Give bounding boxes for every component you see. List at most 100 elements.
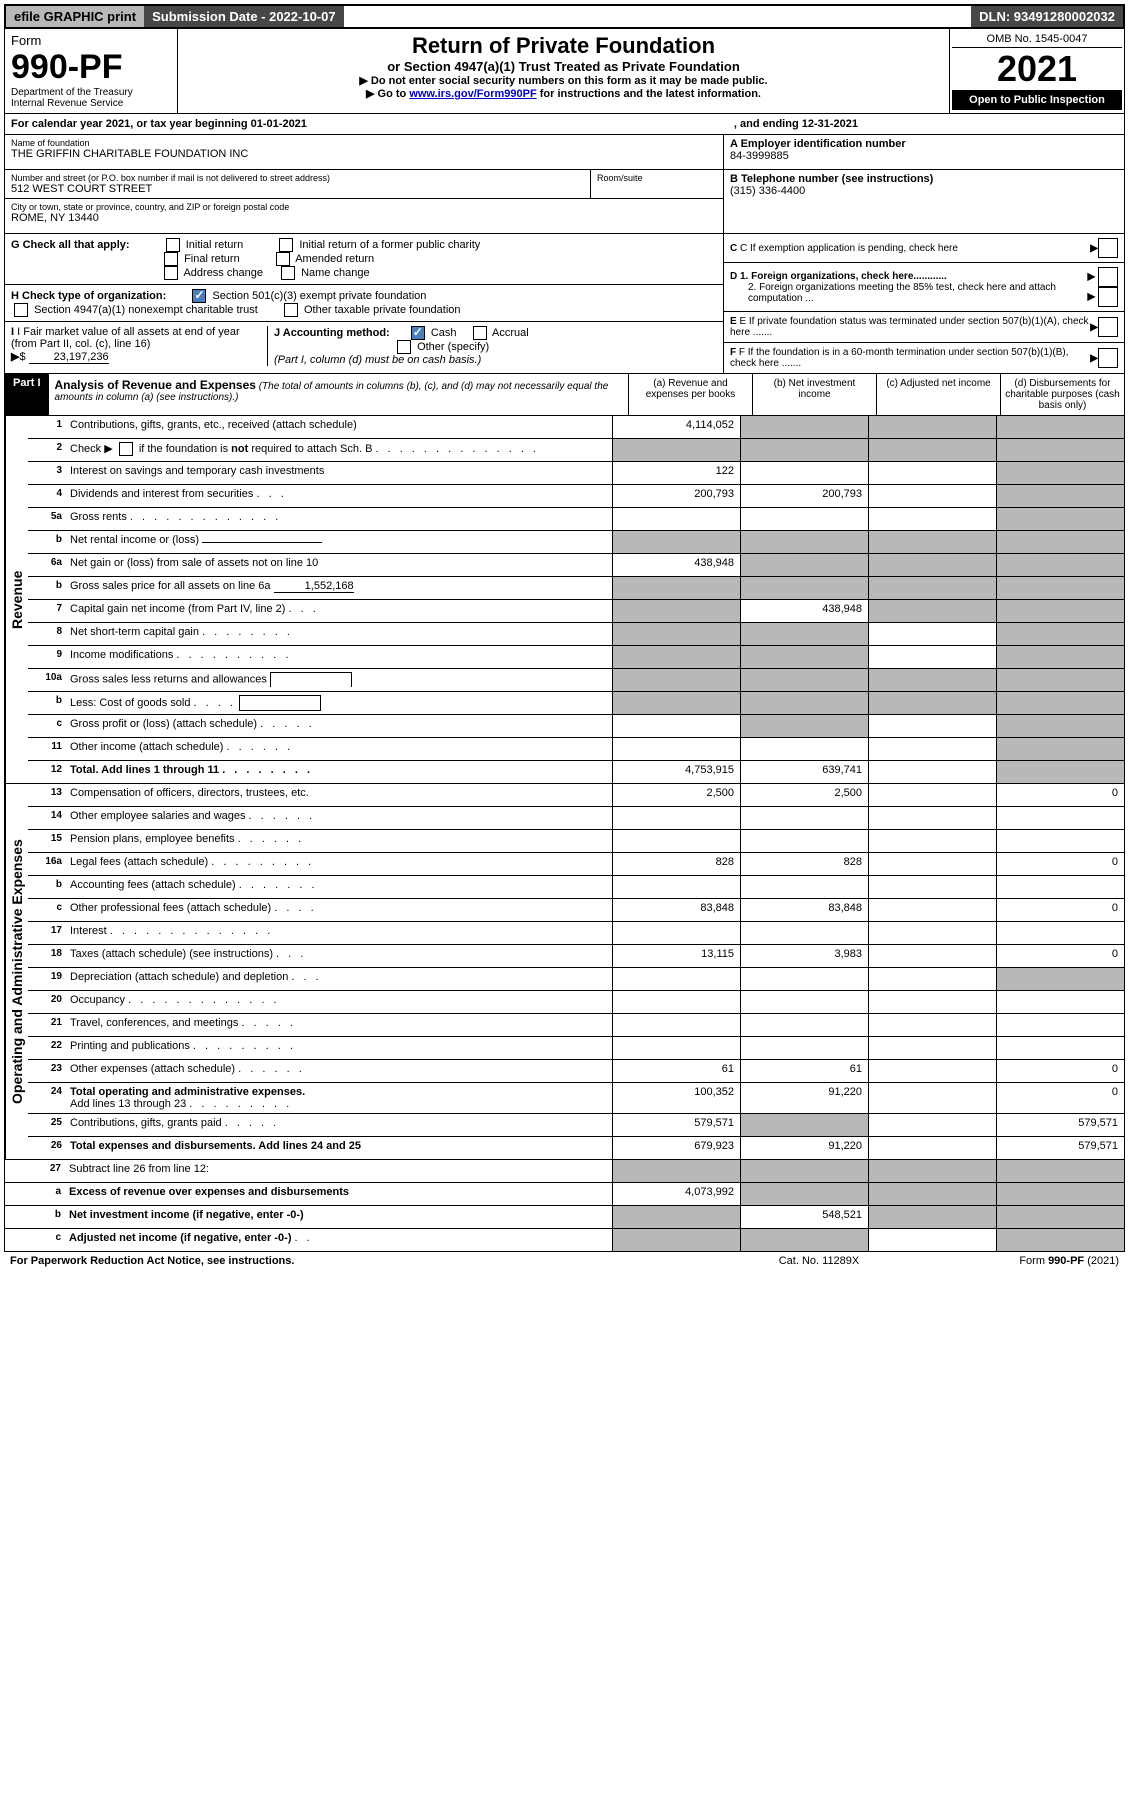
form-subtitle: or Section 4947(a)(1) Trust Treated as P…: [182, 59, 945, 74]
header-right: OMB No. 1545-0047 2021 Open to Public In…: [949, 29, 1124, 113]
section-f: F F If the foundation is in a 60-month t…: [724, 343, 1124, 373]
header-left: Form 990-PF Department of the Treasury I…: [5, 29, 178, 113]
checkbox-final-return[interactable]: [164, 252, 178, 266]
line-15: 15Pension plans, employee benefits . . .…: [28, 830, 1124, 853]
entity-info: Name of foundation THE GRIFFIN CHARITABL…: [4, 135, 1125, 234]
line-27c: cAdjusted net income (if negative, enter…: [5, 1229, 1124, 1251]
checkbox-cash[interactable]: [411, 326, 425, 340]
revenue-side-label: Revenue: [5, 416, 28, 783]
top-bar: efile GRAPHIC print Submission Date - 20…: [4, 4, 1125, 29]
line-23: 23Other expenses (attach schedule) . . .…: [28, 1060, 1124, 1083]
line-9: 9Income modifications . . . . . . . . . …: [28, 646, 1124, 669]
irs-link[interactable]: www.irs.gov/Form990PF: [409, 88, 536, 100]
checkbox-accrual[interactable]: [473, 326, 487, 340]
street-address: 512 WEST COURT STREET: [11, 183, 584, 195]
checkbox-address-change[interactable]: [164, 266, 178, 280]
checkbox-501c3[interactable]: [192, 289, 206, 303]
line-17: 17Interest . . . . . . . . . . . . . .: [28, 922, 1124, 945]
line-20: 20Occupancy . . . . . . . . . . . . .: [28, 991, 1124, 1014]
line-8: 8Net short-term capital gain . . . . . .…: [28, 623, 1124, 646]
form-header: Form 990-PF Department of the Treasury I…: [4, 29, 1125, 114]
line-26: 26Total expenses and disbursements. Add …: [28, 1137, 1124, 1159]
page-footer: For Paperwork Reduction Act Notice, see …: [4, 1252, 1125, 1270]
form-word: Form: [11, 33, 171, 48]
paperwork-notice: For Paperwork Reduction Act Notice, see …: [10, 1255, 719, 1267]
line-6a: 6aNet gain or (loss) from sale of assets…: [28, 554, 1124, 577]
checkbox-sch-b[interactable]: [119, 442, 133, 456]
line-10c: cGross profit or (loss) (attach schedule…: [28, 715, 1124, 738]
line-5a: 5aGross rents . . . . . . . . . . . . .: [28, 508, 1124, 531]
open-public: Open to Public Inspection: [952, 90, 1122, 110]
tax-year: 2021: [952, 48, 1122, 90]
line-3: 3Interest on savings and temporary cash …: [28, 462, 1124, 485]
instr-1: ▶ Do not enter social security numbers o…: [182, 74, 945, 87]
line-7: 7Capital gain net income (from Part IV, …: [28, 600, 1124, 623]
line-16b: bAccounting fees (attach schedule) . . .…: [28, 876, 1124, 899]
check-sections: G Check all that apply: Initial return I…: [4, 234, 1125, 374]
checkbox-foreign-org[interactable]: [1098, 267, 1118, 287]
line-2: 2Check ▶ if the foundation is not requir…: [28, 439, 1124, 462]
line-13: 13Compensation of officers, directors, t…: [28, 784, 1124, 807]
checkbox-foreign-85[interactable]: [1098, 287, 1118, 307]
city-state-zip: ROME, NY 13440: [11, 212, 717, 224]
foundation-name: THE GRIFFIN CHARITABLE FOUNDATION INC: [11, 148, 717, 160]
foundation-name-cell: Name of foundation THE GRIFFIN CHARITABL…: [5, 135, 723, 170]
checkbox-status-terminated[interactable]: [1098, 317, 1118, 337]
revenue-table: Revenue 1Contributions, gifts, grants, e…: [4, 416, 1125, 784]
line-14: 14Other employee salaries and wages . . …: [28, 807, 1124, 830]
section-i-j: I I Fair market value of all assets at e…: [5, 322, 723, 370]
expenses-table: Operating and Administrative Expenses 13…: [4, 784, 1125, 1160]
section-h: H Check type of organization: Section 50…: [5, 285, 723, 322]
line-27: 27Subtract line 26 from line 12:: [5, 1160, 1124, 1183]
fmv-assets: 23,197,236: [29, 351, 109, 364]
omb-number: OMB No. 1545-0047: [952, 31, 1122, 48]
efile-label[interactable]: efile GRAPHIC print: [6, 6, 144, 27]
line-18: 18Taxes (attach schedule) (see instructi…: [28, 945, 1124, 968]
phone-cell: B Telephone number (see instructions) (3…: [724, 170, 1124, 204]
line-10b: bLess: Cost of goods sold . . . .: [28, 692, 1124, 715]
dept: Department of the Treasury: [11, 87, 171, 98]
form-number: 990-PF: [11, 48, 171, 87]
calendar-year-row: For calendar year 2021, or tax year begi…: [4, 114, 1125, 135]
expenses-side-label: Operating and Administrative Expenses: [5, 784, 28, 1159]
line-16a: 16aLegal fees (attach schedule) . . . . …: [28, 853, 1124, 876]
section-c: C C If exemption application is pending,…: [724, 234, 1124, 263]
section-e: E E If private foundation status was ter…: [724, 312, 1124, 343]
line-16c: cOther professional fees (attach schedul…: [28, 899, 1124, 922]
dln: DLN: 93491280002032: [971, 6, 1123, 27]
phone: (315) 336-4400: [730, 185, 1118, 197]
line-11: 11Other income (attach schedule) . . . .…: [28, 738, 1124, 761]
line-21: 21Travel, conferences, and meetings . . …: [28, 1014, 1124, 1037]
checkbox-exemption-pending[interactable]: [1098, 238, 1118, 258]
col-b-header: (b) Net investment income: [752, 374, 876, 415]
cat-no: Cat. No. 11289X: [719, 1255, 919, 1267]
street-cell: Number and street (or P.O. box number if…: [5, 170, 590, 198]
line-19: 19Depreciation (attach schedule) and dep…: [28, 968, 1124, 991]
checkbox-60-month[interactable]: [1098, 348, 1118, 368]
line-24: 24Total operating and administrative exp…: [28, 1083, 1124, 1114]
line-27-block: 27Subtract line 26 from line 12: aExcess…: [4, 1160, 1125, 1252]
checkbox-initial-return-former[interactable]: [279, 238, 293, 252]
ein: 84-3999885: [730, 150, 1118, 162]
col-d-header: (d) Disbursements for charitable purpose…: [1000, 374, 1124, 415]
checkbox-other-taxable[interactable]: [284, 303, 298, 317]
line-25: 25Contributions, gifts, grants paid . . …: [28, 1114, 1124, 1137]
part-1-header: Part I Analysis of Revenue and Expenses …: [4, 374, 1125, 416]
checkbox-amended-return[interactable]: [276, 252, 290, 266]
col-a-header: (a) Revenue and expenses per books: [628, 374, 752, 415]
line-5b: bNet rental income or (loss): [28, 531, 1124, 554]
line-12: 12Total. Add lines 1 through 11 . . . . …: [28, 761, 1124, 783]
line-22: 22Printing and publications . . . . . . …: [28, 1037, 1124, 1060]
section-d: D 1. Foreign organizations, check here..…: [724, 263, 1124, 312]
checkbox-initial-return[interactable]: [166, 238, 180, 252]
line-27a: aExcess of revenue over expenses and dis…: [5, 1183, 1124, 1206]
line-1: 1Contributions, gifts, grants, etc., rec…: [28, 416, 1124, 439]
part-label: Part I: [5, 374, 49, 415]
checkbox-name-change[interactable]: [281, 266, 295, 280]
checkbox-other-method[interactable]: [397, 340, 411, 354]
ein-cell: A Employer identification number 84-3999…: [724, 135, 1124, 170]
checkbox-4947[interactable]: [14, 303, 28, 317]
col-c-header: (c) Adjusted net income: [876, 374, 1000, 415]
room-suite-cell: Room/suite: [590, 170, 723, 198]
submission-date: Submission Date - 2022-10-07: [144, 6, 344, 27]
